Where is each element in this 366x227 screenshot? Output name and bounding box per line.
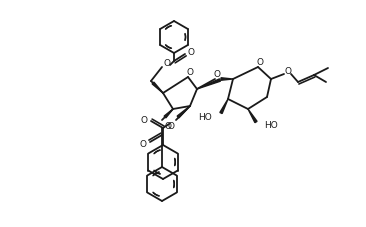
- Polygon shape: [248, 109, 257, 123]
- Polygon shape: [220, 100, 228, 114]
- Polygon shape: [164, 109, 173, 118]
- Text: O: O: [164, 59, 171, 68]
- Text: O: O: [213, 70, 220, 79]
- Polygon shape: [197, 79, 220, 90]
- Text: O: O: [187, 48, 194, 57]
- Text: O: O: [257, 58, 264, 67]
- Text: O: O: [187, 68, 194, 77]
- Text: O: O: [139, 140, 146, 149]
- Text: O: O: [168, 122, 175, 131]
- Text: HO: HO: [198, 113, 212, 122]
- Polygon shape: [152, 83, 163, 94]
- Text: O: O: [284, 67, 291, 76]
- Polygon shape: [221, 78, 233, 81]
- Polygon shape: [177, 106, 190, 118]
- Text: HO: HO: [264, 121, 278, 130]
- Text: O: O: [141, 116, 147, 125]
- Text: O: O: [164, 122, 172, 131]
